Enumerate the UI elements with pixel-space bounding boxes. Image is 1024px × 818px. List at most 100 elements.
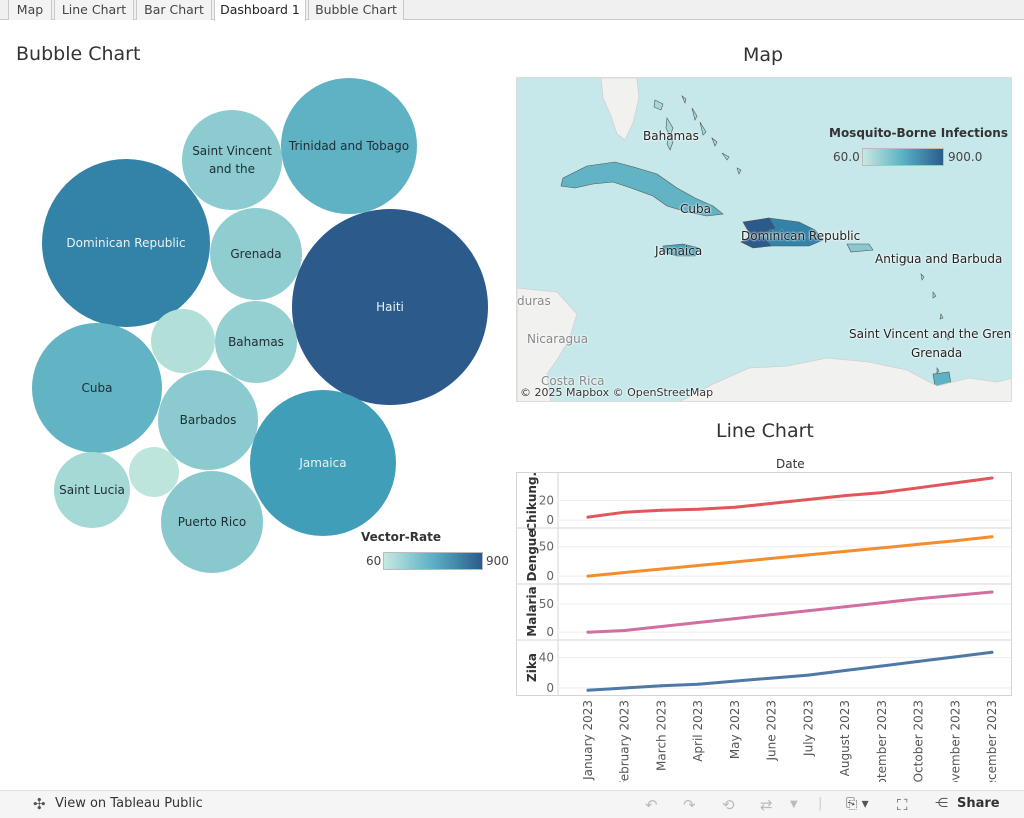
data-point[interactable]	[659, 625, 663, 629]
tab-line-chart[interactable]: Line Chart	[54, 0, 134, 20]
data-point[interactable]	[953, 593, 957, 597]
x-tick-label: July 2023	[801, 700, 815, 757]
data-point[interactable]	[806, 609, 810, 613]
data-point[interactable]	[623, 510, 627, 514]
data-point[interactable]	[586, 515, 590, 519]
x-tick-label: October 2023	[912, 700, 926, 782]
data-point[interactable]	[806, 673, 810, 677]
data-point[interactable]	[990, 650, 994, 654]
data-point[interactable]	[990, 476, 994, 480]
share-button[interactable]: Share	[957, 796, 1000, 811]
data-point[interactable]	[917, 659, 921, 663]
bubble-label: Cuba	[81, 381, 113, 395]
fullscreen-icon[interactable]: ⛶	[897, 796, 908, 814]
data-point[interactable]	[659, 508, 663, 512]
refresh-icon[interactable]: ⇄	[760, 796, 773, 814]
bubble-dominican-republic[interactable]: Dominican Republic	[42, 159, 210, 327]
revert-icon[interactable]: ⟲	[722, 796, 735, 814]
data-point[interactable]	[806, 498, 810, 501]
bubble-trinidad-and-tobago[interactable]: Trinidad and Tobago	[281, 78, 417, 214]
data-point[interactable]	[659, 684, 663, 688]
data-point[interactable]	[953, 539, 957, 543]
data-point[interactable]	[953, 481, 957, 485]
bubble-bahamas[interactable]: Bahamas	[215, 301, 297, 383]
series-line-zika[interactable]	[586, 650, 994, 692]
data-point[interactable]	[696, 621, 700, 625]
y-tick-label: 50	[539, 597, 554, 611]
map-view[interactable]: Bahamas Cuba Dominican Republic Jamaica …	[516, 77, 1012, 402]
share-icon[interactable]: ⋲	[935, 796, 948, 811]
data-point[interactable]	[880, 601, 884, 605]
series-line-malaria[interactable]	[586, 590, 994, 634]
data-point[interactable]	[586, 630, 590, 634]
bubble-cuba[interactable]: Cuba	[32, 323, 162, 453]
data-point[interactable]	[990, 590, 994, 594]
tableau-icon[interactable]: ✣	[33, 795, 46, 813]
data-point[interactable]	[586, 688, 590, 692]
data-point[interactable]	[770, 676, 774, 680]
tab-map[interactable]: Map	[8, 0, 52, 20]
data-point[interactable]	[917, 486, 921, 490]
data-point[interactable]	[623, 571, 627, 575]
x-tick-label: March 2023	[654, 700, 668, 771]
data-point[interactable]	[917, 597, 921, 601]
data-point[interactable]	[806, 553, 810, 557]
data-point[interactable]	[696, 563, 700, 567]
bubble-puerto-rico[interactable]: Puerto Rico	[161, 471, 263, 573]
tab-bubble-chart[interactable]: Bubble Chart	[308, 0, 404, 20]
x-tick-label: May 2023	[728, 700, 742, 759]
bubble-haiti[interactable]: Haiti	[292, 209, 488, 405]
data-point[interactable]	[770, 501, 774, 505]
map-label-grenada: Grenada	[911, 346, 963, 360]
undo-icon[interactable]: ↶	[645, 796, 658, 814]
tab-dashboard-1[interactable]: Dashboard 1	[214, 0, 306, 21]
bubble-label: Barbados	[179, 413, 237, 427]
data-point[interactable]	[880, 491, 884, 495]
data-point[interactable]	[733, 617, 737, 621]
data-point[interactable]	[843, 494, 847, 498]
bubble-jamaica[interactable]: Jamaica	[250, 390, 396, 536]
data-point[interactable]	[586, 574, 590, 578]
data-point[interactable]	[696, 507, 700, 511]
pause-dropdown-icon[interactable]: ▼	[790, 799, 798, 810]
series-label-zika: Zika	[525, 653, 539, 682]
view-on-tableau-public-link[interactable]: View on Tableau Public	[55, 796, 203, 811]
map-label-honduras: duras	[517, 294, 551, 308]
bottom-toolbar: ✣ View on Tableau Public ↶ ↷ ⟲ ⇄ ▼ | ⎘ ▾…	[0, 790, 1024, 818]
data-point[interactable]	[953, 655, 957, 659]
map-legend-title: Mosquito-Borne Infections	[829, 126, 1008, 140]
series-line-chikung[interactable]	[586, 476, 994, 519]
bubble-barbados[interactable]: Barbados	[158, 370, 258, 470]
data-point[interactable]	[733, 560, 737, 564]
bubble-label: Dominican Republic	[66, 236, 186, 250]
data-point[interactable]	[770, 613, 774, 617]
bubble-label: Trinidad and Tobago	[288, 139, 410, 153]
bubble-chart: Trinidad and Tobago Saint Vincent and the…	[0, 70, 512, 590]
tab-bar-chart[interactable]: Bar Chart	[136, 0, 212, 20]
data-point[interactable]	[880, 546, 884, 550]
bubble-saint-lucia[interactable]: Saint Lucia	[54, 452, 130, 528]
data-point[interactable]	[770, 556, 774, 560]
data-point[interactable]	[659, 567, 663, 571]
map-legend-min: 60.0	[833, 150, 860, 164]
data-point[interactable]	[843, 605, 847, 609]
data-point[interactable]	[880, 664, 884, 668]
data-point[interactable]	[843, 669, 847, 673]
data-point[interactable]	[990, 535, 994, 539]
data-point[interactable]	[733, 505, 737, 509]
data-point[interactable]	[623, 686, 627, 690]
bubble-saint-vincent[interactable]: Saint Vincent and the	[182, 110, 282, 210]
map-attribution[interactable]: © 2025 Mapbox © OpenStreetMap	[520, 386, 714, 399]
data-point[interactable]	[733, 679, 737, 683]
data-point[interactable]	[917, 542, 921, 546]
bubble-grenada[interactable]: Grenada	[210, 208, 302, 300]
download-icon[interactable]: ⎘ ▾	[846, 796, 869, 812]
redo-icon[interactable]: ↷	[683, 796, 696, 814]
y-tick-label: 50	[539, 540, 554, 554]
data-point[interactable]	[696, 682, 700, 686]
bubble-unlabeled-b[interactable]	[129, 447, 179, 497]
bubble-unlabeled-a[interactable]	[151, 309, 215, 373]
series-line-dengue[interactable]	[586, 535, 994, 578]
data-point[interactable]	[843, 549, 847, 553]
data-point[interactable]	[623, 628, 627, 632]
